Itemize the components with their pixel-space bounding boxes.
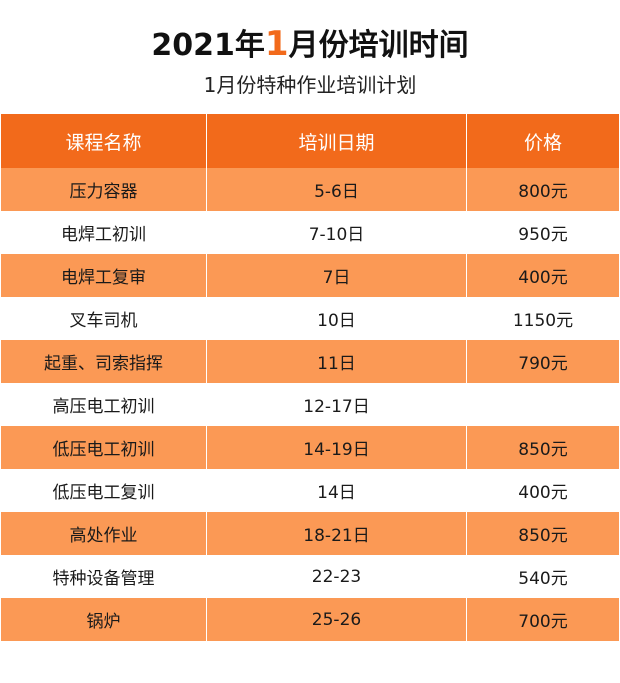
training-date-cell: 22-23	[206, 555, 467, 598]
course-name-cell: 特种设备管理	[0, 555, 207, 598]
price-cell: 950元	[466, 211, 620, 254]
header-course-name: 课程名称	[0, 114, 207, 168]
table-row: 电焊工初训 7-10日 950元	[0, 211, 620, 254]
table-row: 高压电工初训 12-17日	[0, 383, 620, 426]
table-row: 低压电工初训 14-19日 850元	[0, 426, 620, 469]
course-name-cell: 电焊工复审	[0, 254, 207, 297]
course-name-cell: 压力容器	[0, 168, 207, 211]
price-cell: 850元	[466, 512, 620, 555]
table-row: 锅炉 25-26 700元	[0, 598, 620, 641]
price-cell: 540元	[466, 555, 620, 598]
price-cell: 790元	[466, 340, 620, 383]
course-name-cell: 电焊工初训	[0, 211, 207, 254]
price-cell: 850元	[466, 426, 620, 469]
training-date-cell: 12-17日	[206, 383, 467, 426]
header-training-date: 培训日期	[206, 114, 467, 168]
training-date-cell: 7-10日	[206, 211, 467, 254]
title-month-highlight: 1	[264, 24, 289, 64]
training-date-cell: 10日	[206, 297, 467, 340]
course-name-cell: 低压电工复训	[0, 469, 207, 512]
training-date-cell: 25-26	[206, 598, 467, 641]
table-row: 低压电工复训 14日 400元	[0, 469, 620, 512]
training-date-cell: 14日	[206, 469, 467, 512]
training-date-cell: 7日	[206, 254, 467, 297]
title-prefix: 2021年	[151, 28, 265, 63]
price-cell	[466, 383, 620, 426]
price-cell: 700元	[466, 598, 620, 641]
course-name-cell: 低压电工初训	[0, 426, 207, 469]
training-date-cell: 14-19日	[206, 426, 467, 469]
course-name-cell: 高压电工初训	[0, 383, 207, 426]
header-price: 价格	[466, 114, 620, 168]
course-name-cell: 起重、司索指挥	[0, 340, 207, 383]
course-name-cell: 叉车司机	[0, 297, 207, 340]
training-date-cell: 11日	[206, 340, 467, 383]
table-row: 压力容器 5-6日 800元	[0, 168, 620, 211]
course-name-cell: 锅炉	[0, 598, 207, 641]
table-row: 高处作业 18-21日 850元	[0, 512, 620, 555]
training-schedule-table: 课程名称 培训日期 价格 压力容器 5-6日 800元 电焊工初训 7-10日 …	[0, 114, 620, 641]
price-cell: 400元	[466, 254, 620, 297]
title-suffix: 月份培训时间	[288, 28, 469, 63]
price-cell: 800元	[466, 168, 620, 211]
price-cell: 400元	[466, 469, 620, 512]
table-row: 叉车司机 10日 1150元	[0, 297, 620, 340]
training-date-cell: 5-6日	[206, 168, 467, 211]
table-row: 起重、司索指挥 11日 790元	[0, 340, 620, 383]
table-header-row: 课程名称 培训日期 价格	[0, 114, 620, 168]
page-subtitle: 1月份特种作业培训计划	[203, 73, 417, 97]
training-date-cell: 18-21日	[206, 512, 467, 555]
table-row: 电焊工复审 7日 400元	[0, 254, 620, 297]
course-name-cell: 高处作业	[0, 512, 207, 555]
table-row: 特种设备管理 22-23 540元	[0, 555, 620, 598]
page-title: 2021年1月份培训时间	[0, 24, 620, 66]
price-cell: 1150元	[466, 297, 620, 340]
